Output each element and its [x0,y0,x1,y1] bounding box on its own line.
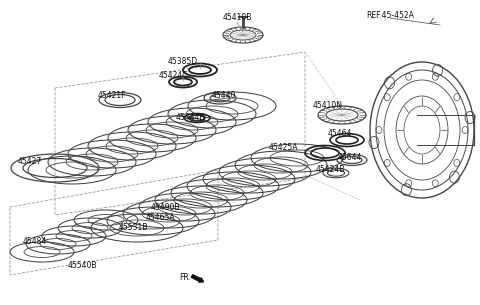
Text: 45424B: 45424B [315,166,345,174]
Text: 45440: 45440 [212,91,236,99]
Text: 45464: 45464 [328,128,352,138]
Text: REF.45-452A: REF.45-452A [366,10,414,20]
Text: 45425A: 45425A [268,143,298,152]
Text: 45385D: 45385D [168,58,198,66]
Text: 45421F: 45421F [98,91,126,99]
Text: 45465A: 45465A [145,214,175,223]
FancyArrow shape [192,275,204,282]
Text: 45410B: 45410B [222,13,252,23]
Text: 45490B: 45490B [150,203,180,213]
Text: 45424C: 45424C [158,71,188,81]
Text: FR.: FR. [179,274,191,282]
Text: 45531B: 45531B [118,224,148,232]
Text: 45540B: 45540B [67,260,97,270]
Text: 45644: 45644 [338,153,362,163]
Text: 45410N: 45410N [313,101,343,109]
Text: 45427: 45427 [18,157,42,167]
Text: 45484: 45484 [23,238,47,246]
Text: 45444B: 45444B [175,113,205,123]
